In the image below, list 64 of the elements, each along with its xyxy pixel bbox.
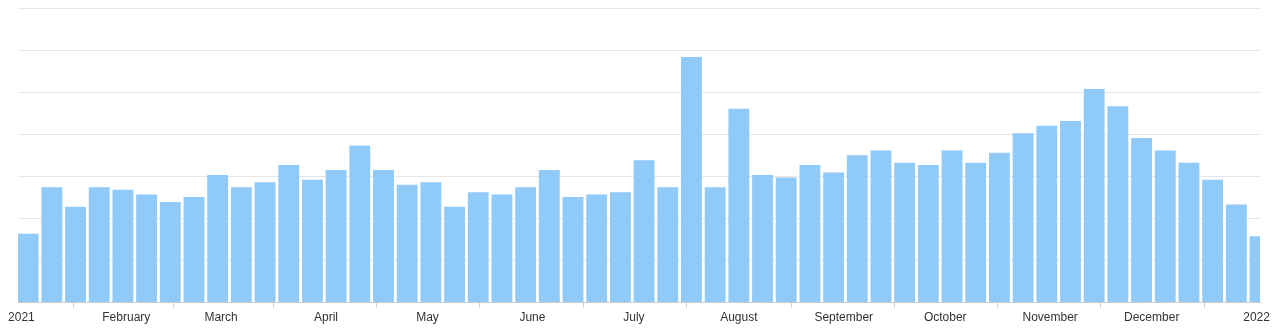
bar [586, 194, 608, 303]
bar [894, 162, 916, 303]
x-tick-label: June [519, 310, 546, 325]
bar [254, 182, 276, 303]
x-tick-label: August [720, 310, 759, 325]
x-tick-label: 2022 [1243, 310, 1271, 325]
x-tick-label: February [102, 310, 151, 325]
x-tick-label: September [814, 310, 874, 325]
bar [657, 187, 679, 303]
bar [41, 187, 63, 303]
bar [112, 189, 134, 303]
x-tick-label: April [313, 310, 338, 325]
bar [230, 187, 252, 303]
bar [18, 233, 39, 303]
bar [1060, 120, 1081, 303]
bar [515, 187, 537, 303]
bar [278, 165, 300, 303]
x-tick-label: December [1124, 310, 1180, 325]
bar [728, 108, 750, 303]
bar [917, 165, 939, 303]
bar [1083, 89, 1105, 303]
bar [1107, 106, 1129, 303]
bar [633, 160, 655, 303]
x-tick-label: July [623, 310, 645, 325]
bar [444, 206, 465, 303]
x-tick-label: 2021 [8, 310, 36, 325]
bar [349, 145, 371, 303]
bar [1012, 133, 1034, 303]
bar [1178, 162, 1200, 303]
bar [325, 170, 347, 303]
bar [1154, 150, 1176, 303]
bar [1036, 125, 1058, 303]
bar [775, 177, 797, 303]
bar [870, 150, 892, 303]
bar [183, 197, 205, 303]
bar [159, 201, 181, 303]
bar [562, 197, 584, 303]
bar [88, 187, 110, 303]
bar [941, 150, 963, 303]
x-tick-label: October [923, 310, 967, 325]
bar [988, 152, 1010, 303]
bar [302, 179, 323, 303]
bar [65, 206, 86, 303]
bar [799, 165, 821, 303]
bar [136, 194, 158, 303]
bar [823, 172, 845, 303]
bar [207, 174, 229, 303]
bar [373, 170, 394, 303]
bar [704, 187, 726, 303]
bar [1202, 179, 1224, 303]
bar [1131, 138, 1152, 303]
bar [846, 155, 868, 303]
x-tick-label: March [204, 310, 238, 325]
bar [965, 162, 987, 303]
bar [681, 57, 702, 303]
x-tick-label: May [416, 310, 439, 325]
bar [609, 192, 631, 303]
bar [467, 192, 489, 303]
bar [538, 170, 560, 303]
bar [396, 184, 418, 303]
bar [752, 174, 773, 303]
bar [420, 182, 442, 303]
bar [491, 194, 513, 303]
x-tick-label: November [1022, 310, 1078, 325]
